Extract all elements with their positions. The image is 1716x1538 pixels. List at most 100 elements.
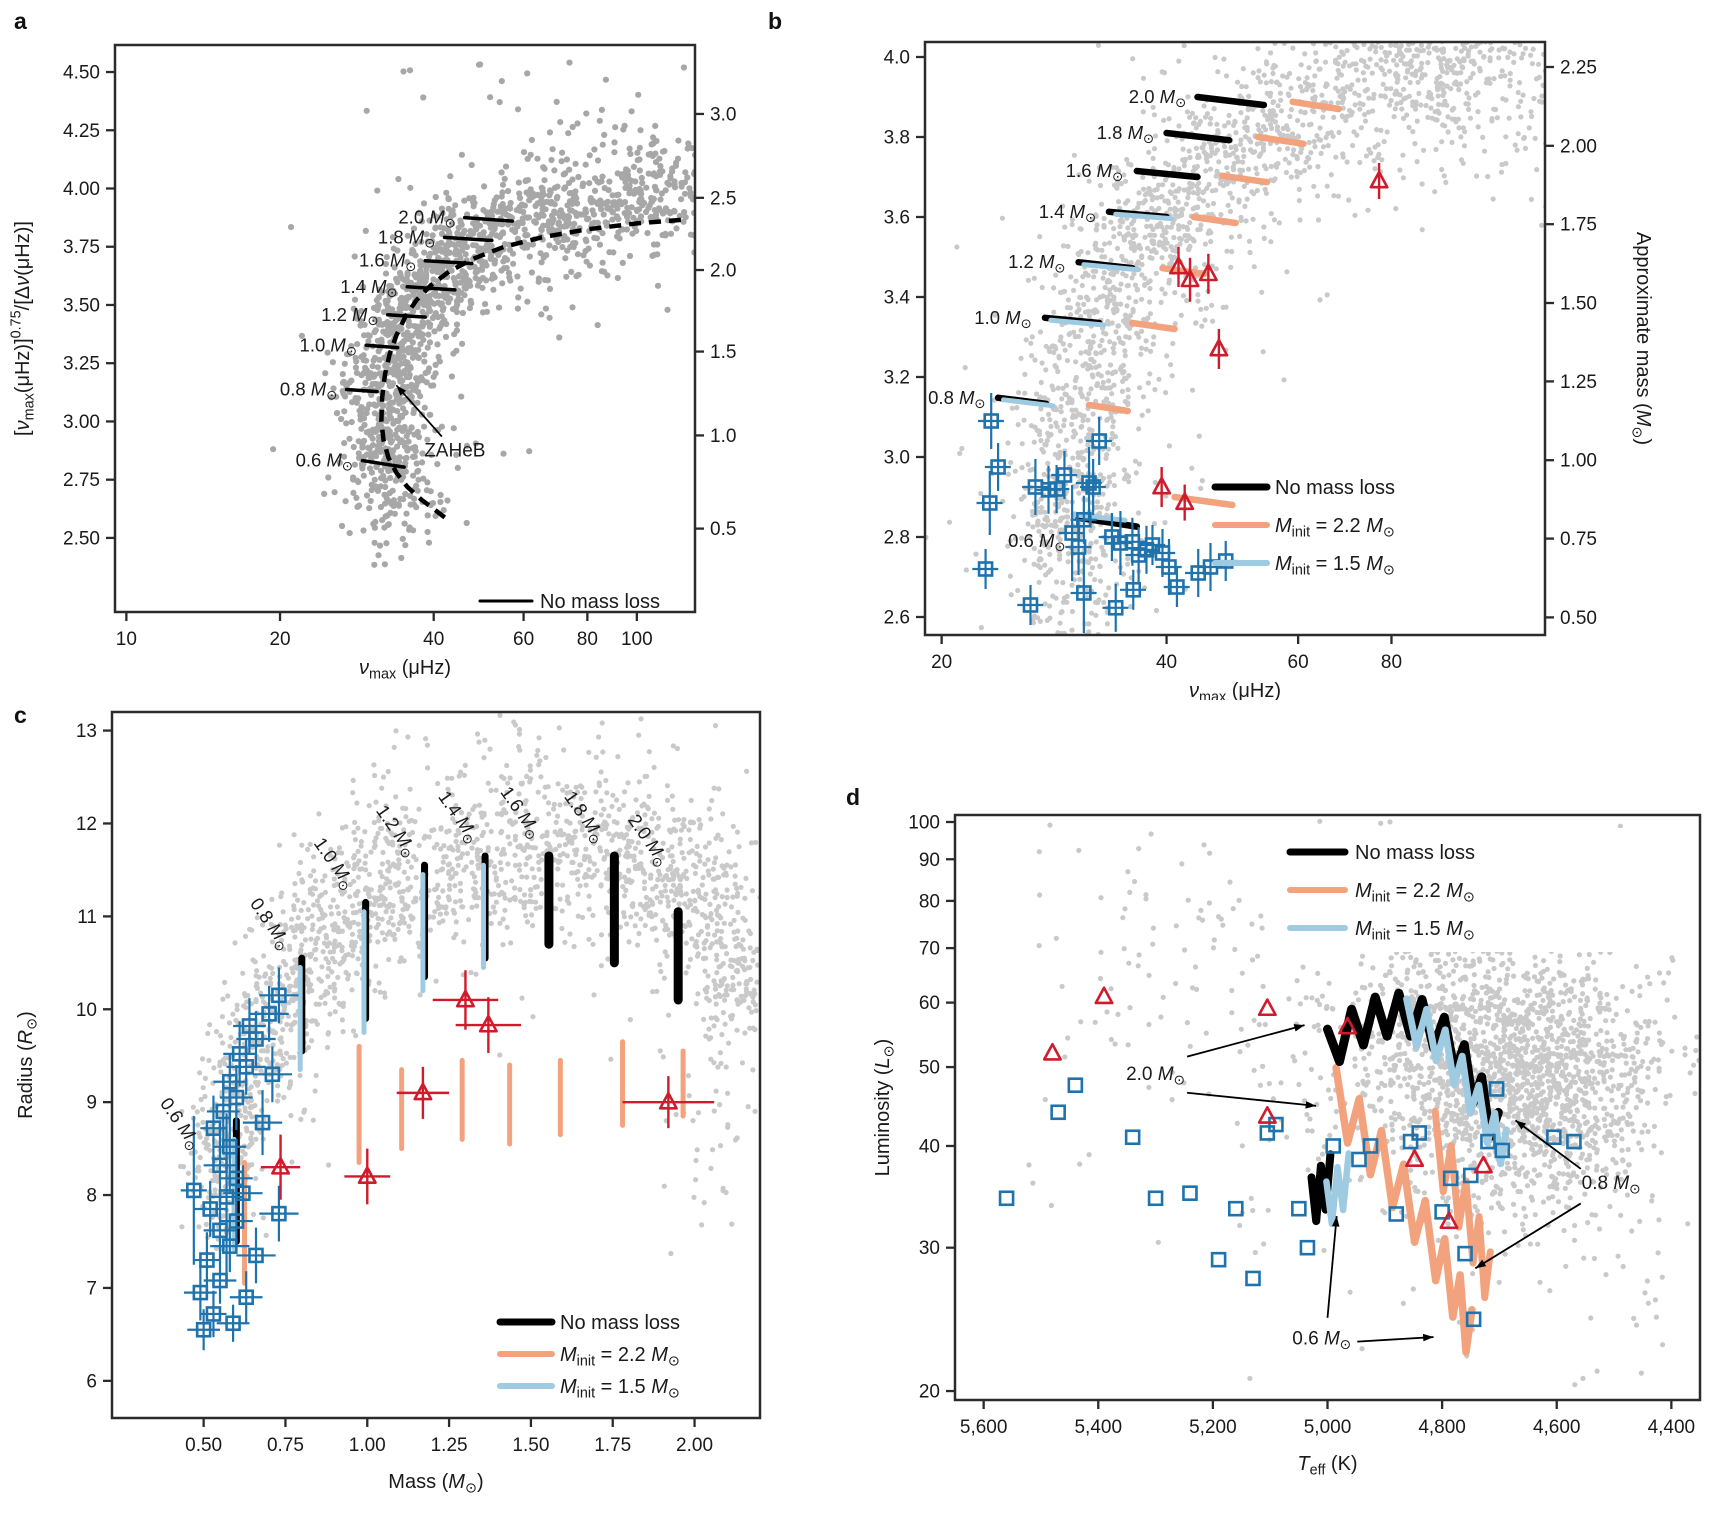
model-track-zigzag-lightblue [1403,995,1510,1168]
model-track-segment-lightblue [1070,512,1128,523]
svg-text:3.00: 3.00 [63,412,100,433]
svg-text:3.8: 3.8 [884,128,910,149]
svg-text:3.6: 3.6 [884,208,910,229]
model-track-segment-black [462,215,514,223]
special-star-triangles [1042,986,1493,1230]
panel-a-plot-area [270,45,695,568]
mass-label: 1.8 M⊙ [378,226,435,250]
svg-text:3.2: 3.2 [884,368,910,389]
svg-text:2.25: 2.25 [1560,58,1597,79]
background-scatter-cloud [270,45,695,568]
panel-d-chart: 2.0 M⊙ 0.8 M⊙ 0.6 M⊙5,600 5,400 5,200 5,000 4,… [872,813,1702,1478]
svg-text:2.6: 2.6 [884,608,910,629]
model-track-segment-black [385,313,427,319]
svg-text:4.25: 4.25 [63,121,100,142]
mass-track-labels: 2.0 M⊙1.8 M⊙1.6 M⊙1.4 M⊙1.2 M⊙1.0 M⊙0.8 … [928,86,1186,554]
svg-text:3.50: 3.50 [63,295,100,316]
svg-text:0.5: 0.5 [710,519,736,540]
svg-text:No mass loss: No mass loss [540,591,660,613]
svg-text:Minit = 2.2 M⊙: Minit = 2.2 M⊙ [1275,515,1395,540]
annotation: 0.8 M⊙ [1474,1119,1641,1270]
panel-d-plot-area [998,818,1700,1388]
model-track-segment-black [1163,129,1233,144]
annotation: 0.6 M⊙ [1292,1216,1434,1352]
model-track-segment-lightblue [1000,397,1056,409]
mass-label: 1.0 M⊙ [300,334,357,358]
svg-text:40: 40 [1156,652,1177,673]
panel-a-chart: 2.0 M⊙1.8 M⊙1.6 M⊙1.4 M⊙ 1.2 M⊙ 1.0 M⊙ 0.8 … [9,43,736,682]
model-track-segment-black [405,285,457,292]
mass-label: 2.0 M⊙ [1129,86,1186,110]
svg-text:2.0: 2.0 [710,261,736,282]
panel-letter-b: b [768,8,783,34]
model-track-segment-lightblue [1081,262,1141,273]
panel-c-plot-area [178,712,760,1351]
svg-text:3.0: 3.0 [884,448,910,469]
svg-text:60: 60 [513,629,534,650]
annotation: ZAHeB [395,384,485,462]
svg-text:νmax (μHz): νmax (μHz) [359,657,451,682]
panel-a-legend: No mass loss [478,591,660,613]
panel-d-axes: 5,600 5,400 5,200 5,000 4,800 4,600 4,40010090… [872,813,1702,1478]
mass-label: 0.8 M⊙ [280,379,337,403]
panel-b-axes: 20 40 60 80 4.0 3.8 3.6 3.4 3.2 3.0 2.8 2.6 2.25 2.00… [884,40,1654,700]
svg-text:1.25: 1.25 [1560,372,1597,393]
model-track-zigzag-orange [1332,1063,1476,1356]
mass-label: 0.6 M⊙ [1008,530,1065,554]
mass-label: 0.6 M⊙ [296,450,353,474]
svg-text:3.4: 3.4 [884,288,911,309]
panel-b-plot-area [925,42,1545,635]
panel-a-axes: 10 20 40 60 80 100 4.50 4.25 4.00 3.75 3.50 3.25 3.0… [9,43,736,682]
model-track-segment-orange [1289,98,1342,113]
mass-label: 1.6 M⊙ [359,250,416,274]
mass-label: 1.4 M⊙ [340,276,397,300]
model-track-segment-lightblue [1048,317,1107,328]
model-track-segment-orange [1159,264,1209,278]
mass-label: 2.0 M⊙ [398,207,455,231]
model-track-segment-orange [1085,401,1132,415]
model-track-segment-black [1194,93,1268,109]
special-star-triangles [260,970,715,1205]
svg-text:60: 60 [1288,652,1309,673]
observed-star-squares [180,967,299,1351]
model-track-zigzag-lightblue [1323,1150,1352,1228]
svg-text:Minit = 1.5 M⊙: Minit = 1.5 M⊙ [1275,553,1395,578]
svg-text:0.75: 0.75 [1560,529,1597,550]
svg-text:100: 100 [621,629,653,650]
mass-label: 1.2 M⊙ [1008,251,1065,275]
observed-star-squares [972,393,1239,633]
mass-label: 1.6 M⊙ [1066,160,1123,184]
svg-text:4.50: 4.50 [63,63,100,84]
panel-c-chart: 0.6 M⊙0.8 M⊙1.0 M⊙1.2 M⊙1.4 M⊙1.6 M⊙1.8 … [15,710,762,1496]
svg-text:2.5: 2.5 [710,188,736,209]
model-track-segment-black [360,458,406,469]
svg-text:3.25: 3.25 [63,354,100,375]
mass-label: 0.8 M⊙ [928,387,985,411]
mass-label: 0.8 M⊙ [244,894,297,955]
svg-text:20: 20 [931,652,952,673]
model-track-segment-orange [1219,172,1271,186]
model-track-segment-lightblue [1113,211,1174,222]
background-scatter-cloud [1026,818,1700,1388]
mass-label: 1.4 M⊙ [432,787,485,848]
svg-text:ZAHeB: ZAHeB [424,441,485,462]
svg-text:2.8: 2.8 [884,528,910,549]
svg-text:1.50: 1.50 [1560,294,1597,315]
panel-letter-a: a [14,8,27,34]
model-track-segment-black [423,258,474,266]
mass-label: 1.2 M⊙ [321,304,378,328]
panel-c-axes: 0.50 0.75 1.00 1.25 1.50 1.75 2.00131211109876… [15,710,762,1496]
mass-track-labels: 2.0 M⊙1.8 M⊙1.6 M⊙1.4 M⊙ 1.2 M⊙ 1.0 M⊙ 0.8 … [280,207,456,474]
svg-text:2.00: 2.00 [1560,136,1597,157]
svg-text:10: 10 [116,629,137,650]
svg-text:40: 40 [423,629,444,650]
svg-text:3.75: 3.75 [63,237,100,258]
svg-text:80: 80 [1381,652,1402,673]
svg-text:4.00: 4.00 [63,179,100,200]
svg-text:2.50: 2.50 [63,528,100,549]
svg-text:1.0: 1.0 [710,426,736,447]
model-track-segment-black [364,343,400,350]
panel-letter-d: d [846,784,861,810]
